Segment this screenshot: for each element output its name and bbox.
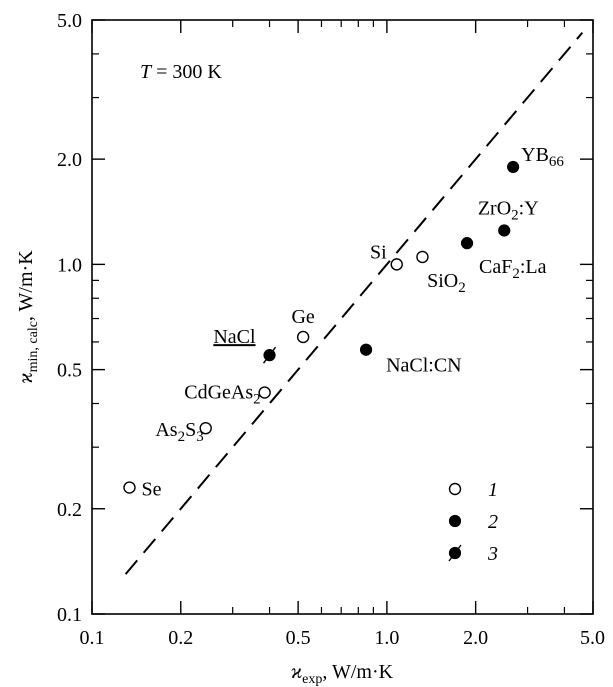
point-label-part: As	[155, 419, 177, 441]
minor-ticks	[92, 20, 593, 614]
point-label-part: 3	[196, 429, 204, 445]
data-point-caf2la	[460, 237, 474, 250]
point-label-zro2y: ZrO2:Y	[478, 197, 539, 223]
data-point-ge	[296, 330, 310, 344]
x-tick-label: 2.0	[463, 627, 488, 649]
data-point-zro2y	[498, 224, 511, 237]
point-label-cdgeas2: CdGeAs2	[184, 382, 260, 408]
x-tick-label: 5.0	[580, 627, 605, 649]
data-point-nacl-slash	[262, 346, 277, 364]
point-label-part: :La	[520, 256, 547, 278]
point-labels: SeAs2S3CdGeAs2NaClGeNaCl:CNSiSiO2CaF2:La…	[141, 144, 564, 501]
point-label-part: 2	[253, 392, 261, 408]
x-tick-label: 1.0	[374, 627, 399, 649]
point-label-caf2la: CaF2:La	[479, 256, 547, 282]
x-tick-label: 0.2	[168, 627, 193, 649]
x-axis-label: ϰexp, W/m·K	[291, 661, 394, 687]
data-point-cdgeas2	[258, 386, 271, 399]
point-label-part: SiO	[427, 270, 458, 292]
x-tick-label: 0.5	[286, 627, 311, 649]
point-label-as2s3: As2S3	[155, 419, 203, 445]
y-tick-label: 1.0	[57, 254, 82, 276]
legend-label-1: 1	[488, 479, 498, 501]
legend-label-2: 2	[488, 511, 498, 533]
data-point-yb66	[507, 160, 520, 174]
y-tick-label: 0.1	[57, 604, 82, 626]
point-label-ge: Ge	[291, 306, 314, 328]
point-label-part: ZrO	[478, 197, 511, 219]
legend-marker-3-slash	[448, 544, 462, 562]
point-label-nacl: NaCl	[213, 326, 256, 348]
data-point-se	[123, 481, 136, 494]
point-label-part: S	[185, 419, 196, 441]
y-axis-label: ϰmin, calc, W/m·K	[15, 250, 41, 384]
y-tick-label: 0.5	[57, 360, 82, 382]
point-label-part: 2	[511, 207, 519, 223]
data-point-si	[390, 258, 403, 271]
legend-marker-1	[448, 482, 462, 496]
point-label-part: 2	[178, 429, 186, 445]
legend-label-3: 3	[487, 543, 498, 565]
point-label-sio2: SiO2	[427, 270, 466, 296]
point-label-part: 66	[549, 154, 565, 170]
point-label-part: :Y	[519, 197, 539, 219]
point-label-part: 2	[512, 266, 520, 282]
legend-marker-2	[448, 514, 462, 528]
x-tick-label: 0.1	[80, 627, 105, 649]
point-label-part: 2	[458, 280, 466, 296]
data-points	[123, 160, 520, 494]
y-tick-label: 0.2	[57, 499, 82, 521]
point-label-si: Si	[370, 241, 387, 263]
data-point-as2s3	[199, 421, 212, 435]
x-tick-labels: 0.1 0.2 0.5 1.0 2.0 5.0	[80, 627, 606, 649]
major-ticks	[91, 19, 594, 615]
point-label-part: YB	[521, 144, 549, 166]
point-label-se: Se	[141, 479, 161, 501]
point-label-yb66: YB66	[521, 144, 564, 170]
y-tick-label: 2.0	[57, 149, 82, 171]
y-tick-labels: 0.1 0.2 0.5 1.0 2.0 5.0	[57, 10, 82, 626]
data-point-naclcn	[359, 343, 373, 356]
plot-frame	[91, 19, 594, 615]
point-label-part: CdGeAs	[184, 382, 253, 404]
data-point-sio2	[416, 250, 429, 264]
point-label-part: CaF	[479, 256, 512, 278]
point-label-naclcn: NaCl:CN	[386, 355, 462, 377]
legend: 1 2 3	[448, 479, 498, 565]
temperature-annotation: T = 300 K	[140, 61, 222, 83]
reference-line-dashed	[124, 32, 584, 575]
y-tick-label: 5.0	[57, 10, 82, 32]
